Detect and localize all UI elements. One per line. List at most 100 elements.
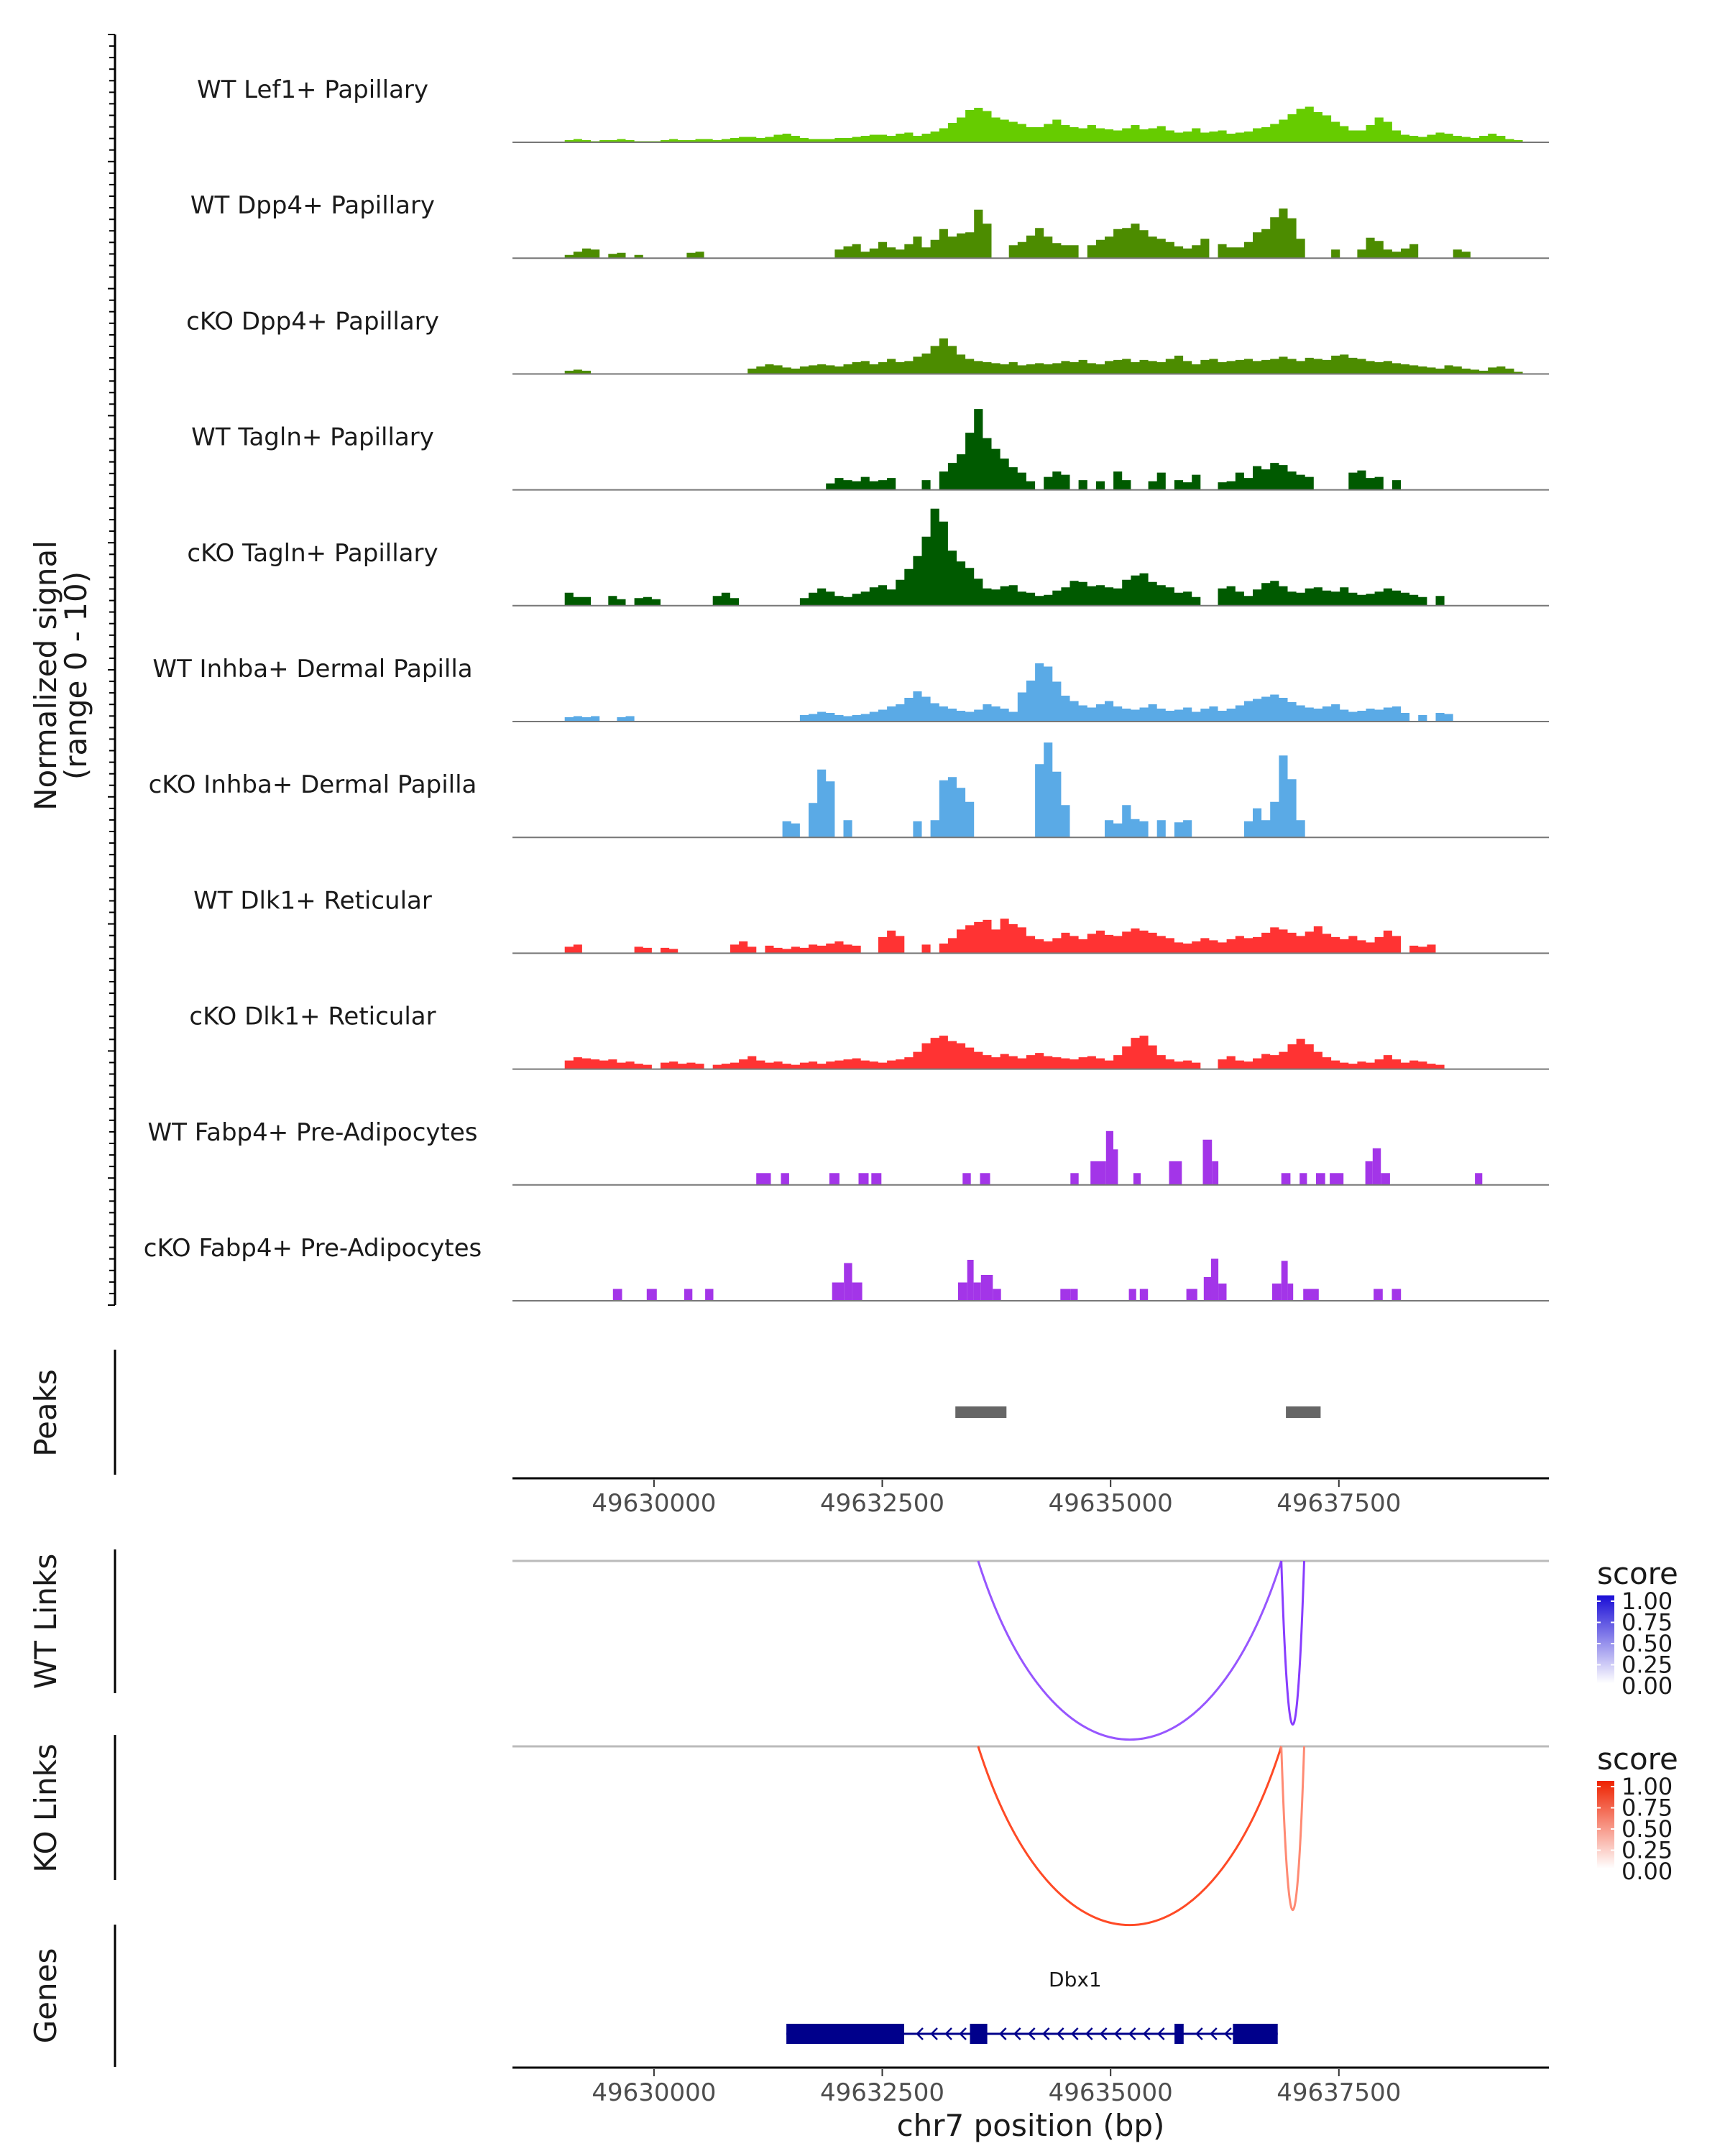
legend-tick-label: 0.00 (1622, 1672, 1673, 1700)
coverage-bar (646, 1289, 657, 1301)
gene-name: Dbx1 (1049, 1968, 1102, 1991)
track-label: WT Fabp4+ Pre-Adipocytes (148, 1118, 478, 1147)
legend-tick-label: 0.50 (1622, 1630, 1673, 1657)
coverage-bar (1365, 1161, 1373, 1185)
coverage-bar (1133, 1173, 1141, 1185)
x-tick-label: 49630000 (592, 2078, 716, 2107)
strand-arrow (1013, 2027, 1021, 2040)
coverage-bar (993, 1289, 1001, 1301)
strand-arrow (1142, 2027, 1151, 2040)
wt-links-track (512, 1560, 1549, 1741)
coverage-bar (980, 1275, 993, 1301)
peaks-label: Peaks (28, 1369, 63, 1457)
strand-arrow (1056, 2027, 1064, 2040)
track-label: cKO Dlk1+ Reticular (189, 1003, 436, 1031)
legend-color-bar (1597, 1595, 1614, 1683)
coverage-bar (829, 1173, 840, 1185)
strand-arrow (944, 2027, 952, 2040)
strand-arrow (1099, 2027, 1108, 2040)
coverage-bar (684, 1289, 693, 1301)
coverage-bar (958, 1282, 967, 1301)
legend-tick-label: 1.00 (1622, 1773, 1673, 1800)
x-tick-label: 49637500 (1276, 1489, 1401, 1518)
ko-legend-title: score (1597, 1741, 1678, 1777)
coverage-bar (1381, 1173, 1390, 1185)
coverage-bar (1475, 1173, 1483, 1185)
legend-tick-label: 0.75 (1622, 1795, 1673, 1822)
coverage-track: WT Lef1+ Papillary (197, 75, 1549, 143)
genes-x-axis-ticks: 49630000 49632500 49635000 49637500 (592, 2069, 1401, 2107)
coverage-area (512, 508, 1549, 606)
coverage-bar (980, 1173, 990, 1185)
coverage-bar (1281, 1261, 1288, 1301)
coverage-bar (1060, 1289, 1071, 1301)
link-arc (977, 1746, 1283, 1926)
coverage-bar (1186, 1289, 1197, 1301)
x-tick-label: 49630000 (592, 1489, 716, 1518)
track-label: WT Dlk1+ Reticular (193, 886, 432, 915)
coverage-area (512, 742, 1549, 838)
coverage-area (512, 208, 1549, 259)
x-tick-label: 49637500 (1276, 2078, 1401, 2107)
coverage-track: cKO Dlk1+ Reticular (189, 1003, 1549, 1070)
coverage-bar (1330, 1173, 1344, 1185)
coverage-bar (1392, 1289, 1402, 1301)
coverage-track: WT Fabp4+ Pre-Adipocytes (148, 1118, 1549, 1186)
link-arc (977, 1560, 1283, 1741)
coverage-bar (1210, 1258, 1219, 1301)
coverage-bar (973, 1282, 981, 1301)
track-label: WT Inhba+ Dermal Papilla (152, 655, 472, 683)
legend-tick-label: 1.00 (1622, 1588, 1673, 1615)
coverage-bar (1128, 1289, 1136, 1301)
strand-arrow (1156, 2027, 1165, 2040)
x-tick-label: 49635000 (1049, 2078, 1173, 2107)
strand-arrow (1070, 2027, 1079, 2040)
track-label: WT Tagln+ Papillary (191, 423, 434, 452)
strand-arrow (1224, 2027, 1232, 2040)
legend-tick-label: 0.50 (1622, 1815, 1673, 1843)
coverage-bar (1203, 1277, 1211, 1301)
track-label: cKO Inhba+ Dermal Papilla (149, 770, 477, 799)
coverage-area (512, 106, 1549, 142)
x-axis-title: chr7 position (bp) (897, 2108, 1165, 2143)
genes-track: Dbx1 (786, 1968, 1278, 2044)
coverage-area (512, 338, 1549, 374)
coverage-bar (852, 1282, 862, 1301)
coverage-bar (1169, 1161, 1182, 1185)
strand-arrow (916, 2027, 924, 2040)
coverage-bar (1090, 1161, 1106, 1185)
track-label: cKO Tagln+ Papillary (187, 539, 438, 568)
peak-region (955, 1406, 1007, 1418)
strand-arrow (1027, 2027, 1036, 2040)
coverage-bar (1139, 1289, 1149, 1301)
coverage-bar (967, 1260, 974, 1301)
strand-arrow (998, 2027, 1007, 2040)
coverage-bar (844, 1263, 852, 1301)
wt-score-legend: score 1.000.750.500.250.00 (1597, 1556, 1678, 1700)
strand-arrow (959, 2027, 967, 2040)
genes-label: Genes (28, 1948, 63, 2044)
track-label: cKO Fabp4+ Pre-Adipocytes (144, 1234, 482, 1263)
coverage-area (512, 409, 1549, 490)
track-label: WT Lef1+ Papillary (197, 75, 428, 104)
gene-exon (786, 2024, 904, 2044)
ko-links-track (512, 1745, 1549, 1926)
strand-arrow (1210, 2027, 1218, 2040)
x-tick-label: 49632500 (820, 1489, 944, 1518)
strand-arrow (1085, 2027, 1093, 2040)
coverage-bar (705, 1289, 714, 1301)
coverage-area (512, 1036, 1549, 1069)
link-arc (1280, 1560, 1305, 1726)
coverage-track: WT Dlk1+ Reticular (193, 886, 1549, 954)
coverage-track: WT Dpp4+ Papillary (190, 191, 1549, 259)
peaks-x-axis-ticks: 49630000 49632500 49635000 49637500 (592, 1480, 1401, 1518)
coverage-bar (1316, 1173, 1325, 1185)
link-arc (1280, 1746, 1305, 1911)
coverage-bar (1218, 1284, 1227, 1301)
coverage-bar (858, 1173, 869, 1185)
strand-arrow (1113, 2027, 1122, 2040)
strand-arrow (1041, 2027, 1050, 2040)
coverage-bar (1070, 1289, 1078, 1301)
coverage-bar (1281, 1173, 1291, 1185)
